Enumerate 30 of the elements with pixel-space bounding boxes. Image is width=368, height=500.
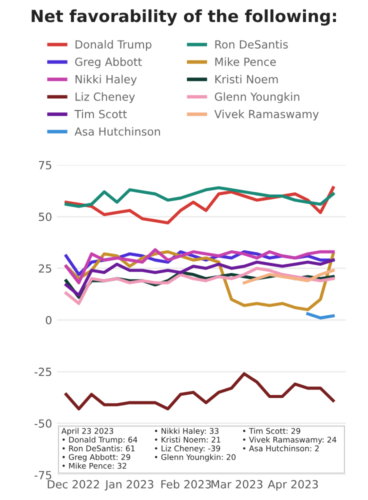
y-tick-label: 0 <box>46 316 52 324</box>
y-tick-label: -75 <box>34 471 52 480</box>
legend-label: Vivek Ramaswamy <box>214 110 319 120</box>
y-tick-label: -50 <box>34 419 52 428</box>
legend-label: Glenn Youngkin <box>214 92 300 104</box>
chart-title: Net favorability of the following: <box>32 9 336 26</box>
line-series <box>242 268 335 284</box>
line-series <box>64 248 335 284</box>
y-tick-label: 50 <box>38 212 52 222</box>
legend-label: Liz Cheney <box>76 92 135 104</box>
legend-label: Kristi Noem <box>215 74 278 84</box>
legend-label: Donald Trump <box>76 40 152 51</box>
x-tick-label: Feb 2023 <box>161 480 211 488</box>
x-tick-label: Jan 2023 <box>104 480 154 491</box>
legend-label: Ron DeSantis <box>215 40 288 49</box>
line-series <box>64 186 335 208</box>
line-series <box>64 258 335 297</box>
y-tick-label: 75 <box>38 161 52 170</box>
legend-label: Tim Scott <box>74 110 127 118</box>
legend-label: Greg Abbott <box>75 57 142 68</box>
y-tick-label: 25 <box>38 264 52 273</box>
legend-label: Asa Hutchinson <box>74 127 160 136</box>
x-tick-label: Dec 2022 <box>48 480 99 488</box>
line-series <box>64 372 335 410</box>
legend-label: Nikki Haley <box>76 74 137 86</box>
x-tick-label: Apr 2023 <box>268 480 318 491</box>
line-series <box>64 266 335 305</box>
legend-label: Mike Pence <box>215 57 276 66</box>
x-tick-label: Mar 2023 <box>212 480 262 488</box>
y-tick-label: -25 <box>34 368 52 376</box>
